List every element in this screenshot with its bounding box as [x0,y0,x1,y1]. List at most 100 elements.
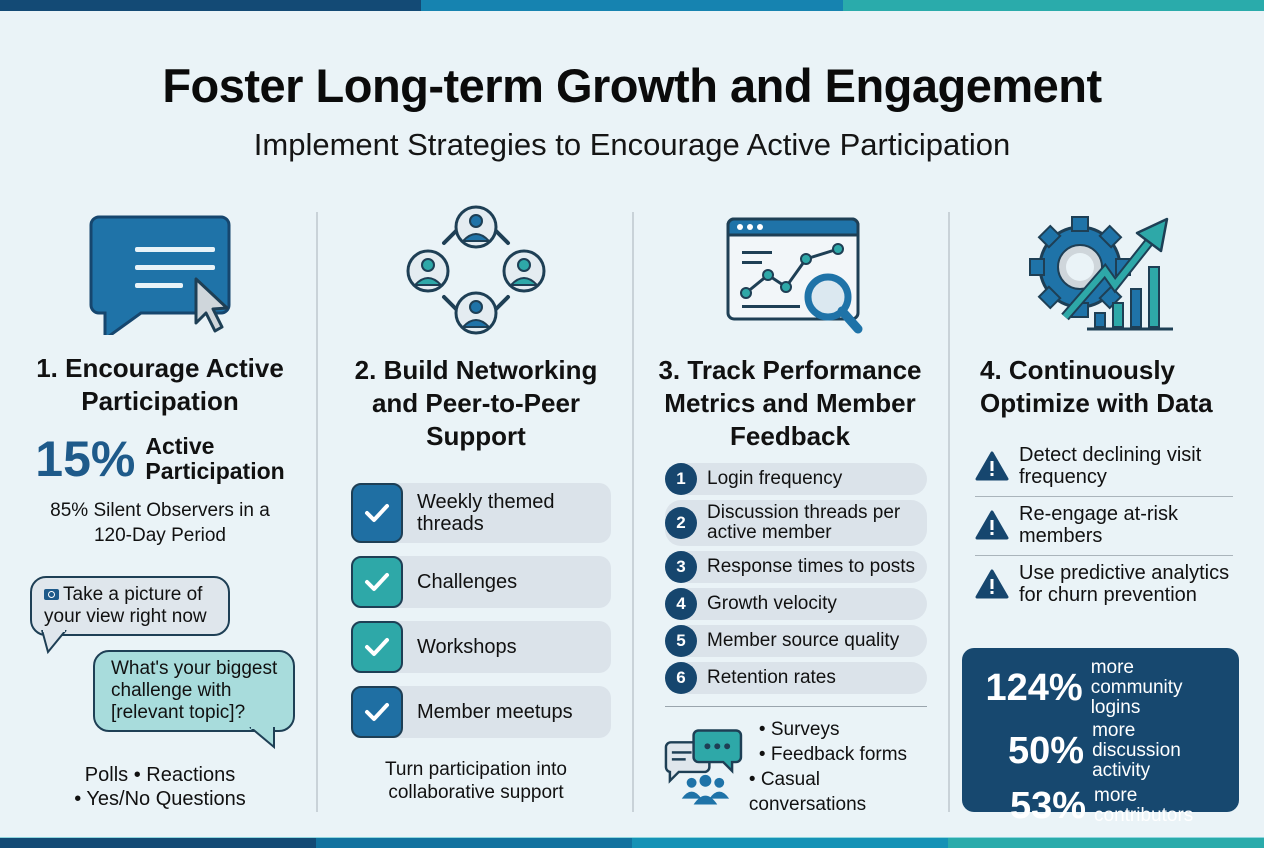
column-divider [948,212,950,812]
bubble-text: your view right now [44,606,207,627]
column-divider [632,212,634,812]
result-label: more [1094,785,1138,806]
checkmark-icon [351,686,403,738]
column-networking: 2. Build Networking and Peer-to-Peer Sup… [326,200,626,804]
result-row: 124% more community logins [974,658,1227,718]
metric-item: 3 Response times to posts [665,551,927,583]
metric-label: Response times to posts [707,556,916,577]
section-title: Support [426,421,526,451]
number-badge: 6 [665,662,697,694]
participation-stat: 15% Active Participation [10,430,310,488]
column-divider [316,212,318,812]
number-badge: 1 [665,463,697,495]
page-subtitle: Implement Strategies to Encourage Active… [253,127,1011,162]
column-track-metrics: 3. Track Performance Metrics and Member … [640,200,940,817]
feedback-methods: • Surveys • Feedback forms • Casual conv… [640,717,940,817]
item-label: Challenges [417,571,518,593]
section-title: Participation [81,386,239,416]
section-title: and Peer-to-Peer [371,388,581,418]
feedback-chat-group-icon [664,729,743,805]
feedback-item: • Casual conversations [748,769,867,815]
item-label: Workshops [417,636,517,658]
page-header: Foster Long-term Growth and Engagement I… [0,58,1264,163]
number-badge: 4 [665,588,697,620]
section-title: 2. Build Networking [354,355,598,385]
metric-label: Growth velocity [707,593,837,614]
result-row: 53% more contributors [974,784,1227,828]
bubble-tail [41,630,67,655]
speech-bubble-question-prompt: What's your biggest challenge with [rele… [93,650,295,732]
section-title: 1. Encourage Active [36,353,284,383]
warning-icon [975,569,1009,599]
warning-icon [975,451,1009,481]
format-list: Polls • Reactions [84,764,236,786]
optimization-list: Detect declining visit frequency Re-engag… [955,438,1255,614]
feedback-item: • Feedback forms [758,744,908,765]
section-title: Optimize with Data [980,388,1213,418]
warning-label: Use predictive analytics [1019,562,1230,584]
bubble-text: Take a picture of [63,584,203,605]
warning-icon [975,510,1009,540]
warning-label: members [1019,525,1103,547]
warning-label: for churn prevention [1019,584,1197,606]
stat-label: Participation [145,458,285,484]
metric-item: 1 Login frequency [665,463,927,495]
number-badge: 2 [665,507,697,539]
list-item: Weekly themed threads [351,483,611,543]
number-badge: 3 [665,551,697,583]
section-title: 3. Track Performance [658,355,922,385]
column-optimize-data: 4. Continuously Optimize with Data Detec… [955,200,1255,614]
top-color-bar [0,0,1264,11]
warning-label: Detect declining visit [1019,444,1202,466]
result-value: 53% [1009,785,1086,827]
bottom-color-bar [0,837,1264,848]
section-footer: Turn participation into [384,759,567,780]
peer-network-icon [406,205,546,335]
camera-icon [44,589,59,600]
gear-growth-chart-icon [1029,216,1173,331]
warning-item: Re-engage at-risk members [975,497,1233,556]
result-label: contributors [1094,805,1194,826]
networking-list: Weekly themed threads Challenges Workshop… [326,483,626,738]
section-title: Metrics and Member [664,388,916,418]
bubble-text: [relevant topic]? [111,702,246,723]
list-item: Member meetups [351,686,611,738]
result-row: 50% more discussion activity [974,721,1227,781]
result-value: 50% [1008,730,1085,772]
warning-label: Re-engage at-risk [1019,503,1178,525]
speech-bubble-photo-prompt: Take a picture of your view right now [30,576,230,636]
section-footer: collaborative support [388,782,564,803]
metric-label: Retention rates [707,667,836,688]
analytics-magnifier-icon [726,217,863,334]
results-panel: 124% more community logins 50% more discu… [962,648,1239,827]
warning-item: Detect declining visit frequency [975,438,1233,497]
feedback-item: • Surveys [758,719,840,740]
metric-label: Discussion threads per [707,502,901,523]
result-label: logins [1090,697,1141,718]
sub-stat: 85% Silent Observers in a [50,500,270,521]
list-item: Challenges [351,556,611,608]
result-value: 124% [985,667,1083,709]
metrics-list: 1 Login frequency 2 Discussion threads per… [640,463,940,694]
column-encourage-participation: 1. Encourage Active Participation 15% Ac… [10,200,310,548]
section-title: Feedback [730,421,850,451]
metric-item: 6 Retention rates [665,662,927,694]
metric-label: Member source quality [707,630,900,651]
item-label: Member meetups [417,701,573,723]
list-item: Workshops [351,621,611,673]
warning-label: frequency [1019,466,1107,488]
page-title: Foster Long-term Growth and Engagement [162,59,1102,112]
engagement-formats: Polls • Reactions • Yes/No Questions [10,763,310,811]
section-title: 4. Continuously [980,355,1175,385]
bubble-tail [249,727,275,750]
metric-item: 5 Member source quality [665,625,927,657]
number-badge: 5 [665,625,697,657]
stat-value: 15% [35,431,136,487]
sub-stat: 120-Day Period [93,525,227,546]
checkmark-icon [351,483,403,543]
metric-label: active member [707,522,832,543]
bubble-text: What's your biggest [111,658,278,679]
warning-item: Use predictive analytics for churn preven… [975,556,1233,614]
metric-item: 2 Discussion threads per active member [665,500,927,546]
stat-label: Active [145,433,215,459]
